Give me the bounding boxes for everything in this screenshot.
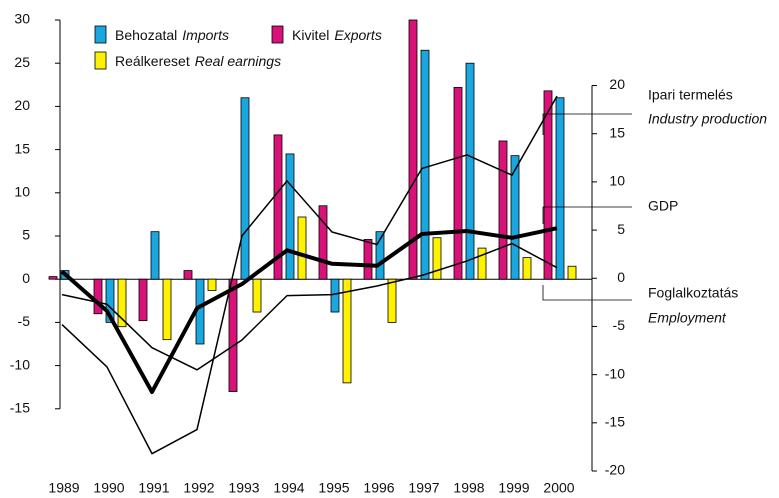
- y-tick-label: 0: [22, 270, 30, 286]
- bar: [522, 257, 532, 280]
- line: [60, 226, 558, 394]
- y2-tick-label: 15: [609, 124, 625, 140]
- bar: [138, 278, 148, 322]
- bar: [240, 97, 250, 280]
- leader: [542, 113, 632, 135]
- x-tick-label: 1991: [138, 480, 169, 496]
- line-label-en: Employment: [648, 310, 727, 326]
- legend-swatch: [94, 25, 107, 44]
- bar: [330, 278, 340, 313]
- bar: [285, 153, 295, 280]
- x-tick-label: 1993: [228, 480, 259, 496]
- line-label-en: Industry production: [648, 111, 767, 127]
- x-tick-label: 1992: [183, 480, 214, 496]
- bar: [273, 134, 283, 280]
- y-tick-label: -15: [10, 399, 30, 415]
- legend-name-en: Exports: [334, 27, 381, 43]
- y2-tick-label: 5: [617, 221, 625, 237]
- x-tick-label: 1998: [453, 480, 484, 496]
- bar: [555, 97, 565, 280]
- bar: [387, 278, 397, 323]
- bar: [318, 205, 328, 280]
- line-label: Ipari termelés: [648, 87, 733, 103]
- x-tick-label: 1990: [93, 480, 124, 496]
- y2-tick-label: -15: [605, 414, 625, 430]
- y2-tick-label: 10: [609, 173, 625, 189]
- legend-swatch: [271, 25, 284, 44]
- x-tick-label: 1995: [318, 480, 349, 496]
- y2-tick-label: 0: [617, 269, 625, 285]
- legend-name: Behozatal: [115, 27, 177, 43]
- bar: [465, 62, 475, 280]
- y2-tick-label: -5: [613, 317, 626, 333]
- y-tick-label: 10: [14, 184, 30, 200]
- bar: [183, 270, 193, 280]
- bar: [408, 19, 418, 280]
- x-tick-label: 2000: [543, 480, 574, 496]
- bar: [342, 278, 352, 384]
- bar: [93, 278, 103, 315]
- legend-name: Reálkereset: [115, 53, 190, 69]
- leader: [542, 206, 632, 224]
- bar: [105, 278, 115, 323]
- bar: [498, 140, 508, 280]
- bar: [363, 239, 373, 280]
- bar: [48, 276, 58, 280]
- y-tick-label: 20: [14, 97, 30, 113]
- legend-label: Behozatal Imports: [115, 27, 229, 43]
- y-tick-label: 15: [14, 140, 30, 156]
- bar: [543, 90, 553, 280]
- bar: [567, 265, 577, 280]
- bar: [432, 237, 442, 280]
- bar: [420, 49, 430, 280]
- x-tick-label: 1999: [498, 480, 529, 496]
- bar: [117, 278, 127, 328]
- bar: [297, 216, 307, 280]
- line-label: Foglalkoztatás: [648, 285, 738, 301]
- y2-tick-label: -10: [605, 365, 625, 381]
- x-tick-label: 1994: [273, 480, 304, 496]
- legend-label: Kivitel Exports: [292, 27, 382, 43]
- y-tick-label: -10: [10, 356, 30, 372]
- line: [61, 95, 558, 455]
- y2-tick-label: -20: [605, 462, 625, 478]
- y-tick-label: 30: [14, 11, 30, 27]
- line-label: GDP: [648, 198, 678, 214]
- bar: [162, 278, 172, 341]
- y2-tick-label: 20: [609, 76, 625, 92]
- bar: [150, 231, 160, 280]
- y-tick-label: 5: [22, 227, 30, 243]
- bar: [453, 86, 463, 280]
- y-tick-label: -5: [18, 313, 31, 329]
- legend-name-en: Imports: [182, 27, 229, 43]
- bar: [228, 278, 238, 392]
- bar: [207, 278, 217, 291]
- x-tick-label: 1989: [48, 480, 79, 496]
- bar: [375, 231, 385, 280]
- bar: [252, 278, 262, 313]
- line: [61, 242, 558, 371]
- x-tick-label: 1996: [363, 480, 394, 496]
- x-tick-label: 1997: [408, 480, 439, 496]
- legend-name: Kivitel: [292, 27, 329, 43]
- leader: [542, 285, 632, 301]
- bar: [510, 155, 520, 280]
- y-tick-label: 25: [14, 54, 30, 70]
- bar: [477, 247, 487, 280]
- legend-swatch: [94, 51, 107, 70]
- legend-label: Reálkereset Real earnings: [115, 53, 281, 69]
- legend-name-en: Real earnings: [195, 53, 281, 69]
